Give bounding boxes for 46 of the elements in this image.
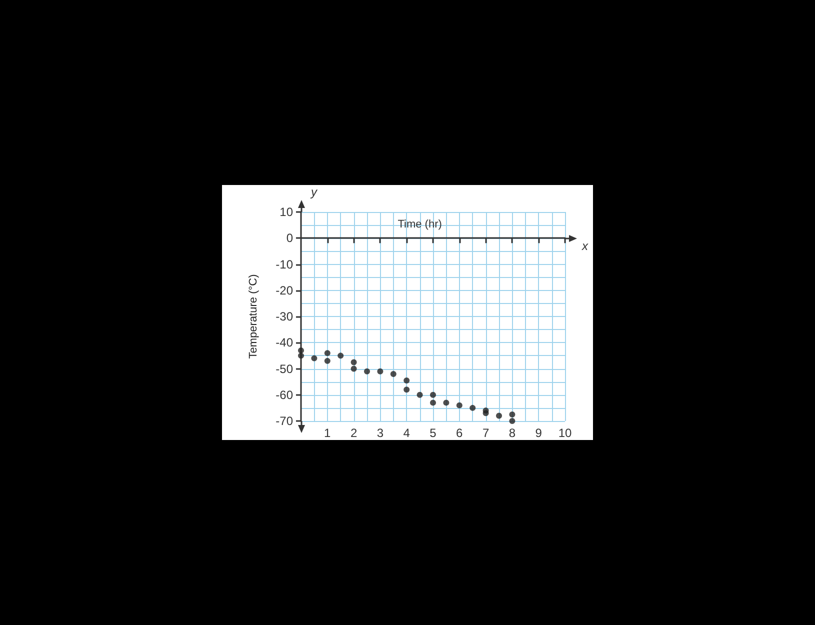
y-tick-label: 10	[280, 205, 294, 219]
point	[470, 404, 476, 411]
point	[482, 410, 489, 416]
point	[350, 366, 357, 372]
point	[430, 392, 436, 398]
y-tick-label: 0	[286, 231, 294, 246]
x-tick-label: 7	[482, 426, 490, 440]
y-tick-label: -30	[276, 310, 294, 324]
point	[509, 418, 516, 424]
y-tick-label: -20	[276, 283, 294, 298]
x-tick-label: 10	[558, 426, 572, 440]
x-tick-label: 4	[403, 426, 410, 440]
text: y	[310, 185, 318, 199]
x-tick-label: 6	[456, 426, 464, 440]
y-axis-title: Temperature (°C)	[248, 274, 260, 359]
point	[496, 412, 502, 419]
point	[324, 358, 330, 364]
y-tick-label: -60	[276, 388, 294, 402]
y-tick-label: -50	[276, 362, 294, 376]
point	[430, 400, 436, 406]
point	[390, 370, 396, 377]
x-tick-label: 8	[508, 426, 516, 440]
x-tick-label: 3	[376, 426, 384, 440]
point	[404, 378, 410, 384]
point	[338, 352, 344, 359]
x-axis-title: Time (hr)	[398, 218, 442, 231]
x-tick-label: 1	[324, 426, 332, 440]
y-tick-label: -40	[276, 336, 294, 350]
point	[443, 400, 450, 406]
point	[324, 350, 330, 356]
y-tick-label: -10	[276, 257, 294, 272]
x-tick-label: 9	[535, 426, 542, 440]
point	[298, 347, 304, 354]
point	[404, 386, 410, 393]
point	[509, 411, 516, 418]
x-tick-label: 2	[350, 426, 358, 440]
y-tick-label: -70	[276, 414, 294, 428]
point	[364, 368, 370, 374]
text: x	[581, 239, 589, 254]
point	[350, 359, 357, 366]
point	[416, 392, 423, 398]
point	[298, 352, 304, 359]
point	[311, 355, 318, 362]
point	[377, 368, 384, 374]
point	[456, 402, 462, 408]
x-tick-label: 5	[430, 426, 437, 440]
